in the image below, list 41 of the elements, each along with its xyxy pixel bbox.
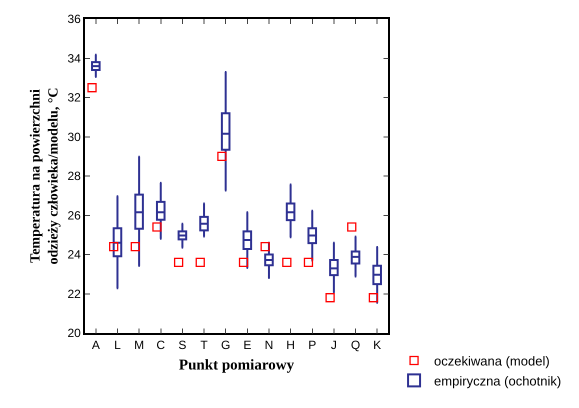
y-tick-label: 30 bbox=[67, 130, 82, 144]
y-tick-label: 36 bbox=[67, 12, 82, 26]
y-tick-label: 26 bbox=[67, 208, 82, 222]
x-tick-label: T bbox=[200, 338, 208, 352]
point bbox=[282, 258, 292, 267]
y-tick-label: 34 bbox=[67, 51, 82, 66]
y-tick-label: 20 bbox=[67, 326, 82, 340]
x-tick-label: M bbox=[134, 338, 144, 352]
legend-label: oczekiwana (model) bbox=[434, 354, 550, 369]
legend-label: empiryczna (ochotnik) bbox=[434, 373, 562, 388]
y-tick-label: 22 bbox=[67, 286, 82, 301]
x-tick-label: L bbox=[114, 338, 122, 352]
point bbox=[347, 222, 356, 232]
x-tick-label: A bbox=[92, 338, 100, 352]
point bbox=[238, 258, 248, 267]
point bbox=[174, 258, 184, 267]
x-tick-label: P bbox=[308, 338, 316, 352]
x-tick-label: K bbox=[373, 338, 382, 352]
x-axis-title: Punkt pomiarowy bbox=[178, 358, 295, 374]
point bbox=[325, 293, 335, 302]
point bbox=[152, 222, 162, 232]
point bbox=[87, 83, 97, 92]
y-tick-label: 28 bbox=[67, 169, 82, 184]
y-tick-label: 32 bbox=[67, 90, 82, 105]
point bbox=[130, 242, 140, 252]
x-tick-label: H bbox=[286, 338, 295, 352]
point bbox=[260, 242, 270, 252]
point bbox=[196, 258, 205, 267]
x-tick-label: G bbox=[221, 338, 230, 352]
x-tick-label: N bbox=[264, 338, 274, 352]
y-axis-title: Temperatura na powierzchni odzieży człowieka/modelu, °C bbox=[28, 87, 62, 265]
x-tick-label: S bbox=[178, 338, 186, 352]
x-tick-label: C bbox=[156, 338, 166, 352]
x-tick-label: J bbox=[330, 338, 337, 352]
point bbox=[217, 152, 227, 162]
point bbox=[304, 258, 314, 267]
point bbox=[109, 242, 118, 252]
x-tick-label: Q bbox=[350, 338, 360, 352]
y-tick-label: 24 bbox=[67, 248, 82, 262]
point bbox=[368, 293, 378, 302]
x-tick-label: E bbox=[243, 338, 252, 352]
